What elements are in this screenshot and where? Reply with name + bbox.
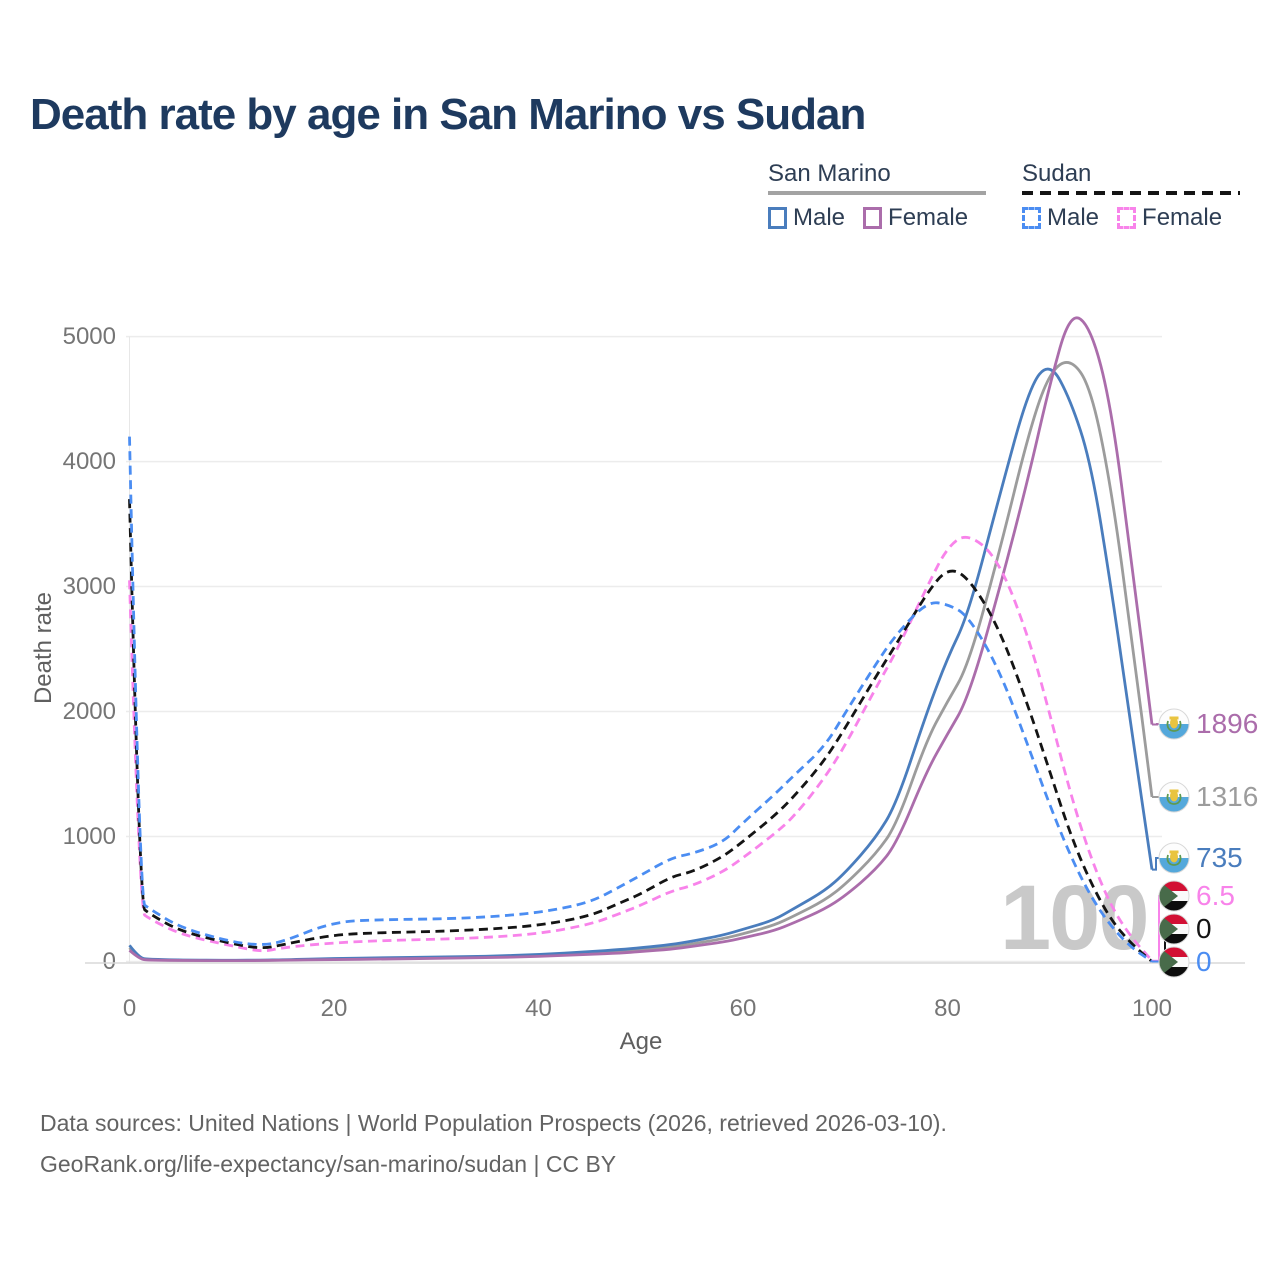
gridlines: [126, 335, 1162, 963]
legend-item-san-marino-female[interactable]: Female: [863, 204, 968, 232]
legend-dashed-line-sample: [1022, 191, 1241, 195]
x-tick-label: 20: [320, 995, 348, 1022]
legend-swatch-icon: [863, 207, 883, 229]
end-value-label-sudan_total: 0: [1196, 913, 1212, 944]
legend-item-sudan-male[interactable]: Male: [1022, 204, 1099, 232]
flag-icon-sudan: [1158, 913, 1190, 945]
x-tick-label: 0: [122, 995, 137, 1022]
legend-item-sudan-female[interactable]: Female: [1117, 204, 1222, 232]
age-watermark: 100: [1000, 867, 1149, 969]
legend-solid-line-sample: [768, 191, 987, 195]
flag-icon-sudan: [1158, 880, 1190, 912]
legend-swatch-icon: [768, 207, 787, 229]
series-line-sudan_male: [128, 436, 1153, 963]
y-tick-label: 2000: [62, 697, 116, 725]
legend-item-label: Male: [1047, 204, 1100, 231]
legend-item-san-marino-male[interactable]: Male: [768, 204, 845, 232]
footer-url: GeoRank.org/life-expectancy/san-marino/s…: [40, 1151, 617, 1177]
flag-icon-san-marino: [1158, 842, 1190, 874]
end-value-label-sudan_female: 6.5: [1196, 880, 1235, 911]
x-tick-label: 40: [525, 995, 552, 1022]
leader-line-sanmarino_male: [1152, 857, 1160, 871]
legend-group-title-sudan[interactable]: Sudan: [1022, 160, 1092, 187]
series-line-sanmarino_female: [128, 316, 1154, 963]
x-tick-label: 100: [1131, 995, 1173, 1022]
x-tick-label: 80: [934, 995, 961, 1022]
legend-swatch-icon: [1022, 207, 1041, 229]
legend-group-sudan: Sudan Male Female: [1022, 160, 1241, 232]
y-tick-label: 0: [102, 947, 116, 975]
series-line-sanmarino_male: [128, 367, 1154, 962]
series-line-sudan_female: [128, 535, 1154, 962]
x-axis-title: Age: [619, 1028, 663, 1055]
flag-icon-san-marino: [1158, 708, 1190, 740]
footer-sources: Data sources: United Nations | World Pop…: [40, 1110, 947, 1136]
legend-group-san-marino: San Marino Male Female: [768, 160, 987, 232]
end-value-label-sanmarino_female: 1896: [1196, 708, 1259, 739]
flag-icon-sudan: [1158, 946, 1190, 978]
end-value-label-sanmarino_total: 1316: [1196, 781, 1259, 812]
series-line-sudan_total: [128, 499, 1153, 963]
legend-group-title-san-marino[interactable]: San Marino: [768, 160, 891, 187]
end-value-label-sudan_male: 0: [1196, 946, 1212, 977]
end-value-label-sanmarino_male: 735: [1196, 842, 1243, 873]
series-line-sanmarino_total: [128, 361, 1154, 962]
y-tick-label: 5000: [62, 322, 116, 350]
y-tick-label: 1000: [62, 822, 116, 850]
legend-swatch-icon: [1117, 207, 1137, 229]
legend-item-label: Female: [888, 204, 969, 231]
legend-item-label: Male: [793, 204, 846, 231]
legend-item-label: Female: [1142, 204, 1223, 231]
y-tick-label: 3000: [62, 572, 116, 600]
y-tick-label: 4000: [62, 447, 116, 475]
page-title: Death rate by age in San Marino vs Sudan: [30, 90, 866, 139]
flag-icon-san-marino: [1158, 781, 1190, 813]
x-tick-label: 60: [729, 995, 757, 1022]
